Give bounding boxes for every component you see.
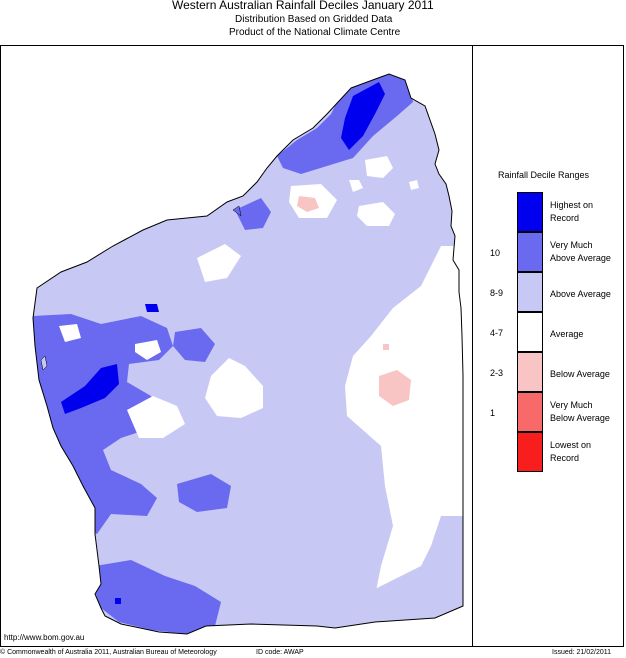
region-highest-southwest	[115, 598, 121, 604]
region-average-north-2	[365, 156, 393, 178]
legend-code-10: 10	[490, 248, 501, 258]
legend-swatch-below	[517, 352, 543, 392]
map-frame	[0, 45, 624, 647]
region-highest-west	[61, 364, 119, 414]
map-title: Western Australian Rainfall Deciles Janu…	[172, 0, 434, 12]
legend-code-8-9: 8-9	[490, 288, 504, 298]
legend-swatch-above	[517, 272, 543, 312]
island-1	[232, 205, 242, 217]
legend-label-very-much-below: Very Much Below Average	[550, 400, 610, 423]
legend-swatch-very-much-above	[517, 232, 543, 272]
region-very-much-above-midwest	[173, 328, 215, 362]
island-2	[40, 355, 48, 371]
region-above-average-southeast	[331, 516, 463, 634]
region-average-coast-1	[59, 324, 81, 342]
map-area	[1, 46, 472, 646]
region-average-small-2	[409, 180, 419, 190]
legend-code-1: 1	[490, 408, 496, 418]
legend-swatch-highest	[517, 192, 543, 232]
region-average-pilbara	[197, 244, 241, 282]
legend-divider	[472, 45, 473, 647]
legend-title: Rainfall Decile Ranges	[498, 170, 590, 180]
legend-label-highest: Highest on Record	[550, 200, 594, 223]
legend-label-below: Below Average	[550, 369, 610, 379]
region-highest-small	[145, 304, 159, 312]
region-below-average-east-small	[383, 344, 389, 350]
legend-label-very-much-above: Very Much Above Average	[550, 240, 611, 263]
region-average-central-2	[205, 358, 263, 418]
region-very-much-above-kimberley	[235, 198, 271, 230]
legend-label-average: Average	[550, 329, 584, 339]
region-below-average-east	[379, 370, 411, 406]
legend-swatch-lowest	[517, 432, 543, 472]
copyright-text: © Commonwealth of Australia 2011, Austra…	[0, 649, 217, 656]
region-average-north-3	[357, 202, 395, 226]
region-very-much-above-southwest	[93, 560, 221, 634]
region-average-central-1	[135, 340, 161, 360]
region-above-average-gascoyne	[105, 252, 143, 272]
region-below-average-north	[297, 196, 319, 212]
id-code: ID code: AWAP	[256, 649, 304, 656]
legend-code-4-7: 4-7	[490, 328, 504, 338]
map-subtitle-distribution: Distribution Based on Gridded Data	[235, 14, 393, 25]
rainfall-decile-map	[32, 73, 464, 635]
bom-url: http://www.bom.gov.au	[4, 633, 85, 642]
legend-label-lowest: Lowest on Record	[550, 440, 592, 463]
region-average-central-3	[127, 396, 185, 438]
legend-label-above: Above Average	[550, 289, 611, 299]
map-subtitle-product: Product of the National Climate Centre	[229, 27, 401, 38]
issued-date: Issued: 21/02/2011	[552, 649, 612, 656]
legend-swatch-very-much-below	[517, 392, 543, 432]
region-highest-north	[341, 82, 385, 150]
legend-code-2-3: 2-3	[490, 368, 504, 378]
region-average-small-1	[349, 180, 363, 192]
region-very-much-above-goldfields	[177, 474, 231, 512]
legend-swatch-average	[517, 312, 543, 352]
